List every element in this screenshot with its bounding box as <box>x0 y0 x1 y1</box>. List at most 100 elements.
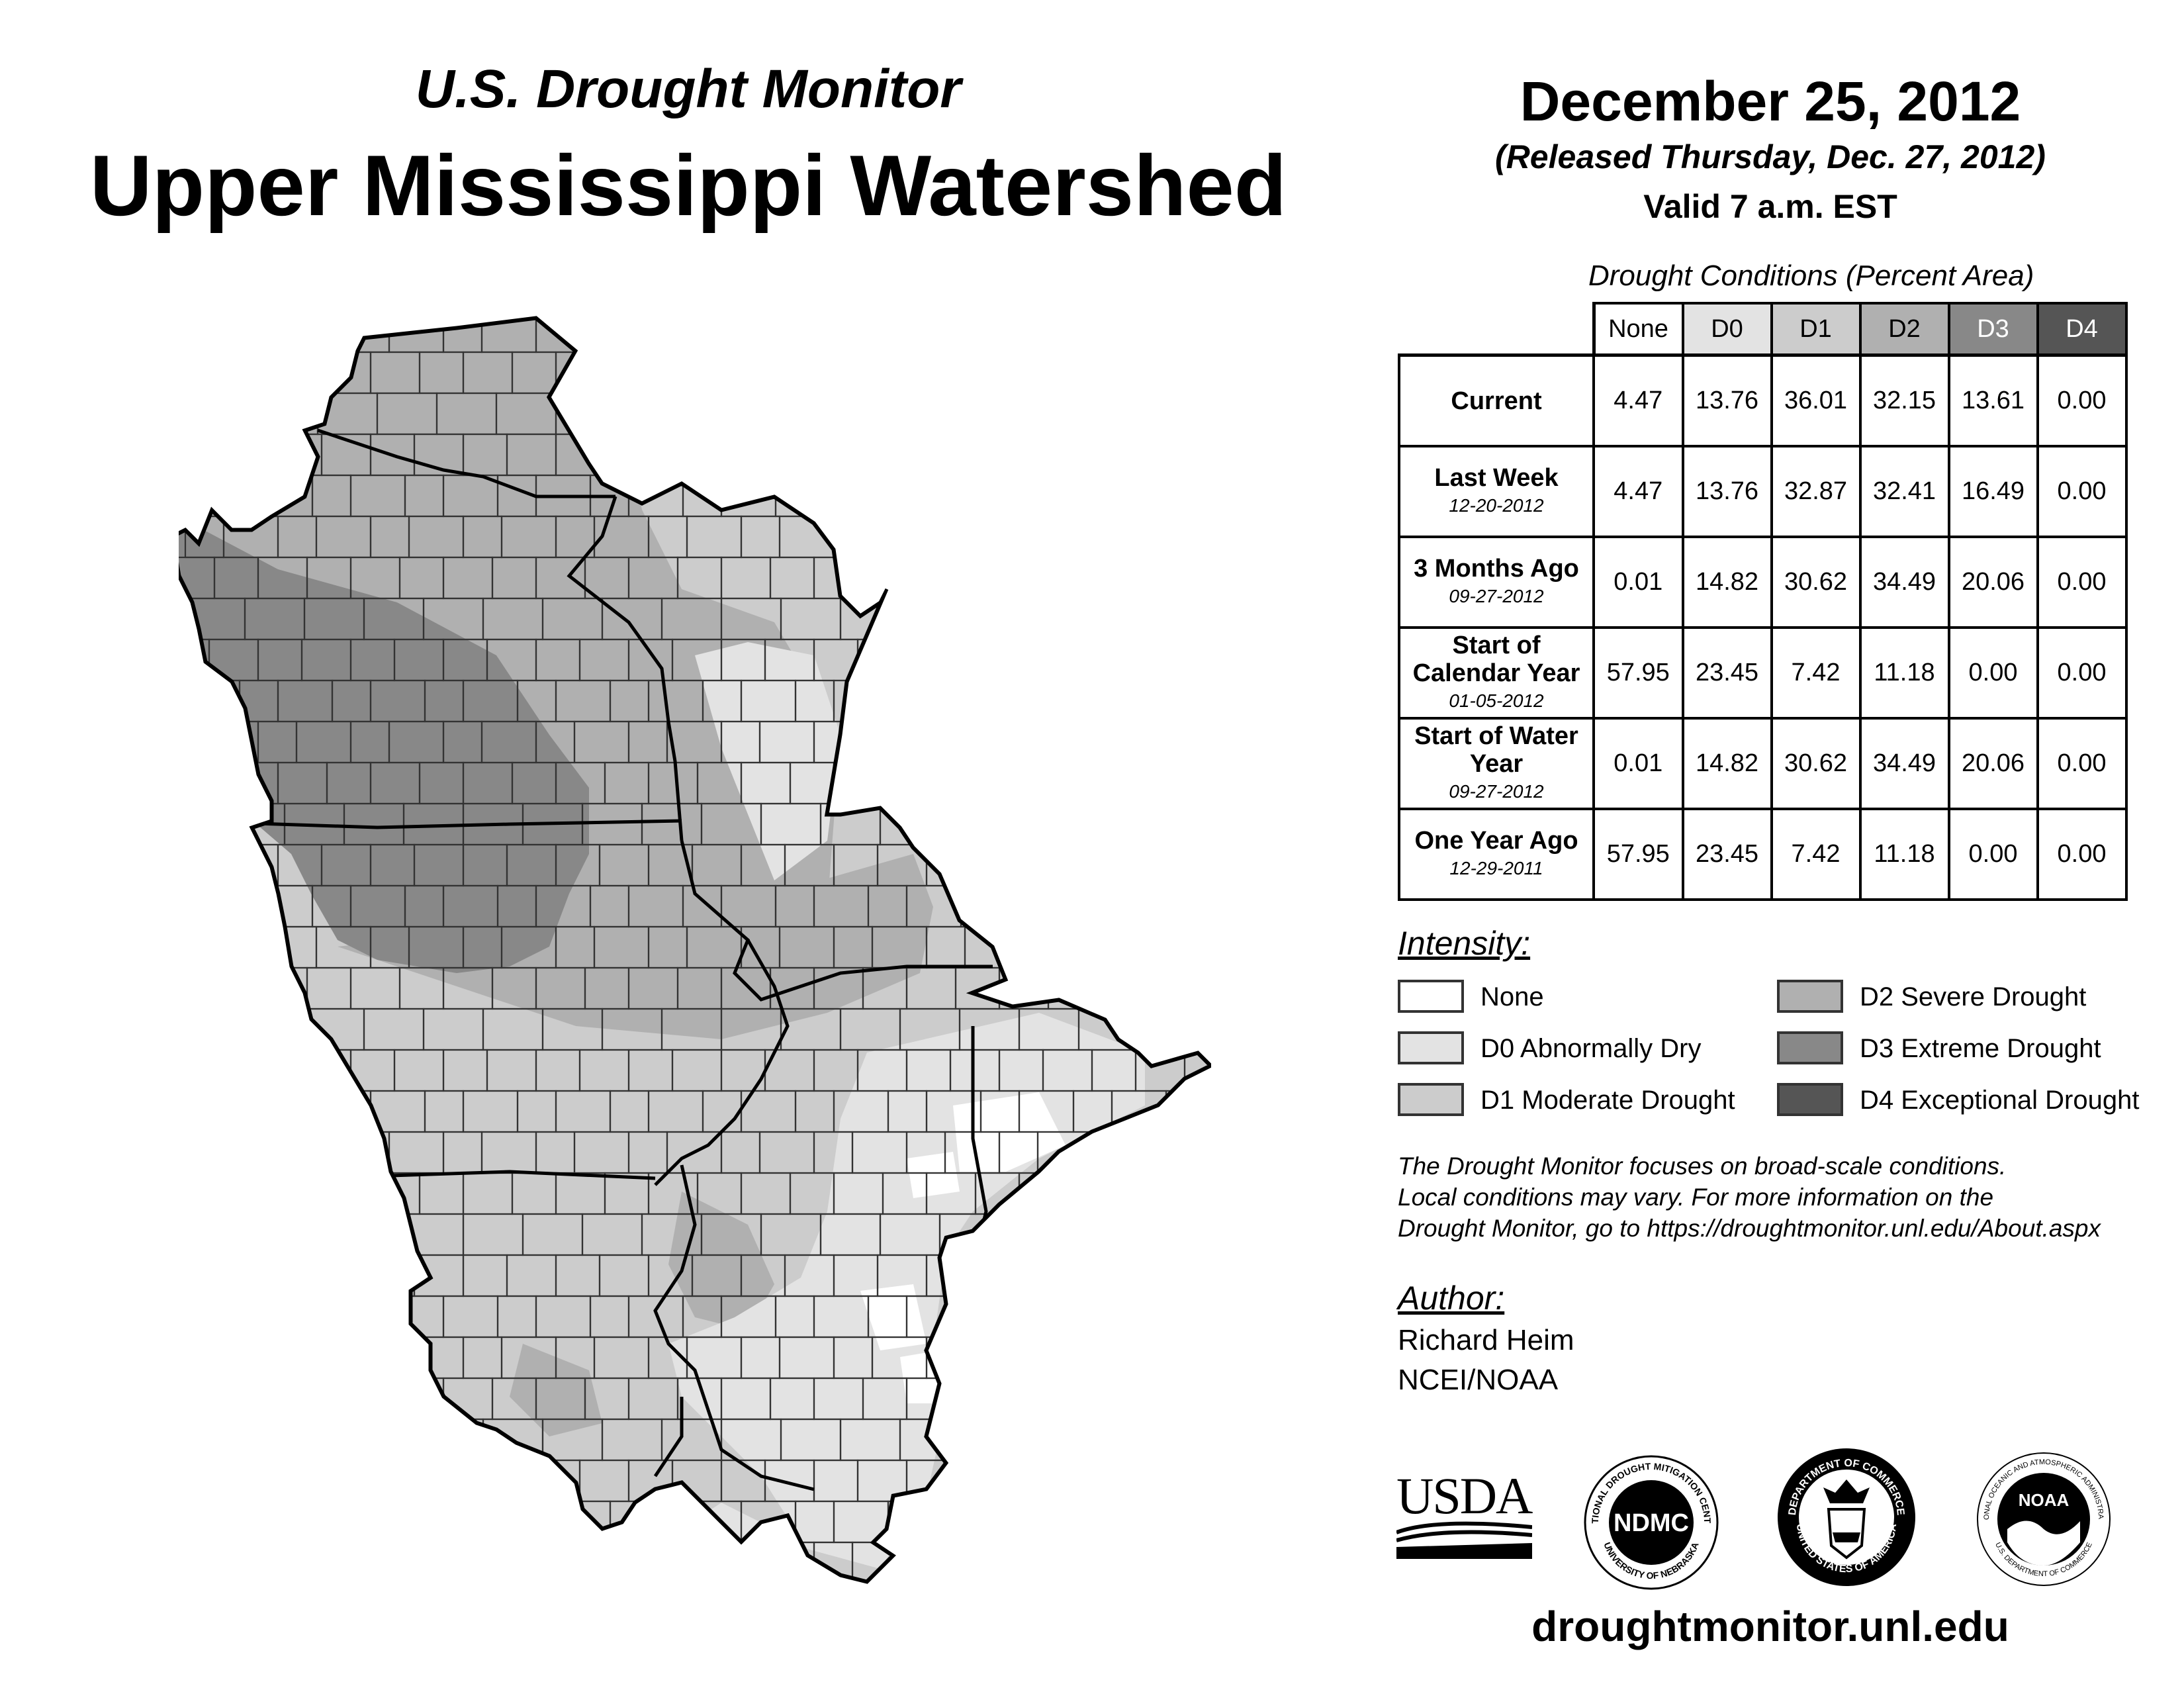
disclaimer-note: The Drought Monitor focuses on broad-sca… <box>1398 1150 2179 1244</box>
table-cell: 0.01 <box>1592 536 1684 629</box>
note-line-1: The Drought Monitor focuses on broad-sca… <box>1398 1152 2007 1180</box>
table-cell: 13.76 <box>1681 445 1773 538</box>
table-cell: 0.00 <box>1947 808 2039 901</box>
table-cell: 36.01 <box>1770 353 1862 447</box>
table-cell: 32.15 <box>1858 353 1950 447</box>
ndmc-wordmark: NDMC <box>1614 1509 1689 1537</box>
row-label: Start of Calendar Year 01-05-2012 <box>1398 626 1595 720</box>
table-cell: 7.42 <box>1770 808 1862 901</box>
table-cell: 14.82 <box>1681 717 1773 810</box>
row-date: 01-05-2012 <box>1449 690 1544 711</box>
row-label: Current <box>1398 353 1595 447</box>
table-header-row: None D0 D1 D2 D3 D4 <box>1399 302 2128 357</box>
table-cell: 0.00 <box>2036 808 2128 901</box>
table-row: One Year Ago 12-29-2011 57.95 23.45 7.42 11.1… <box>1398 808 2128 901</box>
valid-time: Valid 7 a.m. EST <box>1643 188 1897 225</box>
table-cell: 13.76 <box>1681 353 1773 447</box>
row-label-text: One Year Ago <box>1414 826 1578 855</box>
row-label: Start of Water Year 09-27-2012 <box>1398 717 1595 810</box>
conditions-table: None D0 D1 D2 D3 D4 Current 4.47 13.76 36.0… <box>1398 302 2128 901</box>
col-d0: D0 <box>1681 302 1773 357</box>
row-label-text: Start of Water Year <box>1414 722 1578 778</box>
map-date: December 25, 2012 <box>1520 70 2021 132</box>
conditions-title: Drought Conditions (Percent Area) <box>1588 259 2034 292</box>
legend-label: D0 Abnormally Dry <box>1480 1034 1702 1063</box>
col-d4: D4 <box>2036 302 2128 357</box>
table-cell: 57.95 <box>1592 808 1684 901</box>
table-cell: 23.45 <box>1681 808 1773 901</box>
noaa-wordmark: NOAA <box>2019 1490 2070 1510</box>
table-cell: 0.00 <box>1947 626 2039 720</box>
row-label-text: Start of Calendar Year <box>1412 631 1580 687</box>
legend-swatch-d0 <box>1398 1031 1464 1064</box>
table-cell: 13.61 <box>1947 353 2039 447</box>
legend-title: Intensity: <box>1398 925 1531 962</box>
table-cell: 34.49 <box>1858 717 1950 810</box>
row-label: One Year Ago 12-29-2011 <box>1398 808 1595 901</box>
footer-url[interactable]: droughtmonitor.unl.edu <box>1531 1603 2009 1650</box>
release-date: (Released Thursday, Dec. 27, 2012) <box>1495 138 2046 175</box>
author-title: Author: <box>1398 1280 1505 1317</box>
legend-label: None <box>1480 982 1544 1011</box>
table-row: Start of Water Year 09-27-2012 0.01 14.82 30… <box>1398 717 2128 810</box>
legend-swatch-none <box>1398 980 1464 1013</box>
legend-swatch-d2 <box>1777 980 1843 1013</box>
legend-label: D3 Extreme Drought <box>1860 1034 2101 1063</box>
watershed-map <box>179 316 1211 1584</box>
table-cell: 20.06 <box>1947 536 2039 629</box>
legend-label: D1 Moderate Drought <box>1480 1086 1735 1115</box>
shield-icon <box>1827 1508 1866 1560</box>
table-corner <box>1399 303 1596 355</box>
row-date: 12-20-2012 <box>1449 494 1544 516</box>
table-cell: 57.95 <box>1592 626 1684 720</box>
table-cell: 23.45 <box>1681 626 1773 720</box>
table-cell: 34.49 <box>1858 536 1950 629</box>
table-cell: 32.87 <box>1770 445 1862 538</box>
ndmc-logo: NATIONAL DROUGHT MITIGATION CENTER UNIVE… <box>1582 1453 1719 1590</box>
usda-wordmark: USDA <box>1396 1467 1533 1524</box>
table-cell: 30.62 <box>1770 536 1862 629</box>
table-cell: 0.01 <box>1592 717 1684 810</box>
watershed-outline <box>179 316 1211 1584</box>
table-row: Current 4.47 13.76 36.01 32.15 13.61 0.00 <box>1398 353 2128 447</box>
usda-hills-icon <box>1396 1521 1532 1559</box>
table-cell: 30.62 <box>1770 717 1862 810</box>
note-line-3[interactable]: Drought Monitor, go to https://droughtmo… <box>1398 1215 2101 1242</box>
row-label: Last Week 12-20-2012 <box>1398 445 1595 538</box>
legend-label: D4 Exceptional Drought <box>1860 1086 2140 1115</box>
table-cell: 0.00 <box>2036 445 2128 538</box>
row-date: 09-27-2012 <box>1449 585 1544 606</box>
col-d1: D1 <box>1770 302 1862 357</box>
table-cell: 14.82 <box>1681 536 1773 629</box>
row-date: 09-27-2012 <box>1449 780 1544 802</box>
eagle-icon <box>1823 1479 1870 1503</box>
row-label-text: 3 Months Ago <box>1414 554 1579 583</box>
author-name: Richard Heim <box>1398 1324 1574 1356</box>
table-cell: 11.18 <box>1858 626 1950 720</box>
table-row: Last Week 12-20-2012 4.47 13.76 32.87 32.41 16… <box>1398 445 2128 538</box>
table-cell: 32.41 <box>1858 445 1950 538</box>
table-row: 3 Months Ago 09-27-2012 0.01 14.82 30.62 34.4… <box>1398 536 2128 629</box>
legend-swatch-d3 <box>1777 1031 1843 1064</box>
table-cell: 20.06 <box>1947 717 2039 810</box>
doc-seal-logo: DEPARTMENT OF COMMERCE UNITED STATES OF … <box>1778 1448 1915 1586</box>
col-d2: D2 <box>1858 302 1950 357</box>
table-cell: 11.18 <box>1858 808 1950 901</box>
table-cell: 0.00 <box>2036 717 2128 810</box>
table-cell: 0.00 <box>2036 536 2128 629</box>
table-cell: 4.47 <box>1592 353 1684 447</box>
noaa-bird-icon <box>2007 1521 2080 1566</box>
row-label-text: Last Week <box>1434 463 1559 492</box>
legend-swatch-d1 <box>1398 1083 1464 1116</box>
col-none: None <box>1592 302 1684 357</box>
row-label-text: Current <box>1451 387 1542 415</box>
row-date: 12-29-2011 <box>1449 857 1543 878</box>
super-title: U.S. Drought Monitor <box>415 59 962 119</box>
note-line-2: Local conditions may vary. For more info… <box>1398 1184 1994 1211</box>
table-cell: 7.42 <box>1770 626 1862 720</box>
col-d3: D3 <box>1947 302 2039 357</box>
region-title: Upper Mississippi Watershed <box>89 137 1287 234</box>
legend-swatch-d4 <box>1777 1083 1843 1116</box>
table-cell: 0.00 <box>2036 353 2128 447</box>
table-cell: 0.00 <box>2036 626 2128 720</box>
